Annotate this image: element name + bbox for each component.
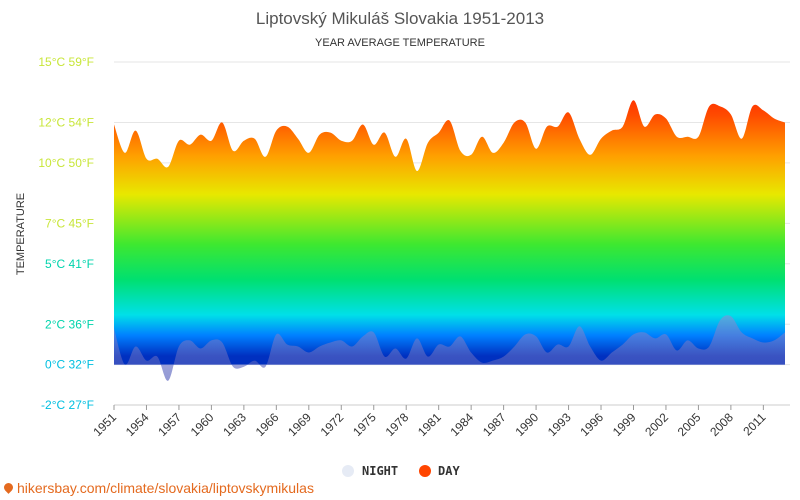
source-link[interactable]: hikersbay.com/climate/slovakia/liptovsky… <box>2 480 314 496</box>
location-pin-icon <box>2 481 15 494</box>
x-tick-label: 2011 <box>740 410 768 438</box>
x-tick-label: 1996 <box>577 410 606 439</box>
legend-day-marker <box>419 465 431 477</box>
chart-title: Liptovský Mikuláš Slovakia 1951-2013 <box>256 9 544 28</box>
y-axis-title: TEMPERATURE <box>15 193 27 275</box>
x-tick-label: 1972 <box>318 410 347 439</box>
x-tick-label: 1966 <box>253 410 282 439</box>
x-tick-label: 1963 <box>220 410 249 439</box>
x-tick-label: 1954 <box>123 410 152 439</box>
y-tick-label: 5°C 41°F <box>45 257 94 271</box>
x-axis: 1951 1954 1957 1960 1963 1966 1969 1972 1975 1978… <box>90 404 790 439</box>
legend-item-night[interactable]: NIGHT <box>342 464 398 478</box>
x-tick-label: 2002 <box>642 410 671 439</box>
x-tick-label: 1999 <box>610 410 639 439</box>
y-tick-label: 7°C 45°F <box>45 216 94 230</box>
source-text: hikersbay.com/climate/slovakia/liptovsky… <box>17 480 314 496</box>
x-tick-label: 2005 <box>675 410 704 439</box>
chart-subtitle: YEAR AVERAGE TEMPERATURE <box>315 37 485 49</box>
x-tick-label: 1960 <box>188 410 217 439</box>
series-areas <box>114 100 785 381</box>
legend-day-label: DAY <box>438 464 460 478</box>
x-tick-label: 1990 <box>512 410 541 439</box>
x-tick-label: 1975 <box>350 410 379 439</box>
x-tick-label: 1951 <box>90 410 119 439</box>
x-tick-label: 2008 <box>707 410 736 439</box>
x-tick-label: 1981 <box>415 410 444 439</box>
y-tick-label: 2°C 36°F <box>45 317 94 331</box>
y-tick-label: 10°C 50°F <box>38 156 94 170</box>
y-tick-label: -2°C 27°F <box>41 398 94 412</box>
legend-night-marker <box>342 465 354 477</box>
y-tick-label: 15°C 59°F <box>38 55 94 69</box>
legend-item-day[interactable]: DAY <box>419 464 460 478</box>
x-tick-label: 1969 <box>285 410 314 439</box>
x-tick-label: 1984 <box>447 410 476 439</box>
series-area-night <box>114 315 785 381</box>
y-axis-labels: 15°C 59°F 12°C 54°F 10°C 50°F 7°C 45°F 5°C 4… <box>38 55 94 412</box>
x-tick-label: 1987 <box>480 410 509 439</box>
x-tick-label: 1957 <box>155 410 184 439</box>
x-tick-label: 1978 <box>383 410 412 439</box>
legend: NIGHT DAY <box>342 464 460 478</box>
x-tick-label: 1993 <box>545 410 574 439</box>
y-tick-label: 12°C 54°F <box>38 116 94 130</box>
legend-night-label: NIGHT <box>362 464 398 478</box>
y-tick-label: 0°C 32°F <box>45 358 94 372</box>
series-area-day <box>114 100 785 365</box>
